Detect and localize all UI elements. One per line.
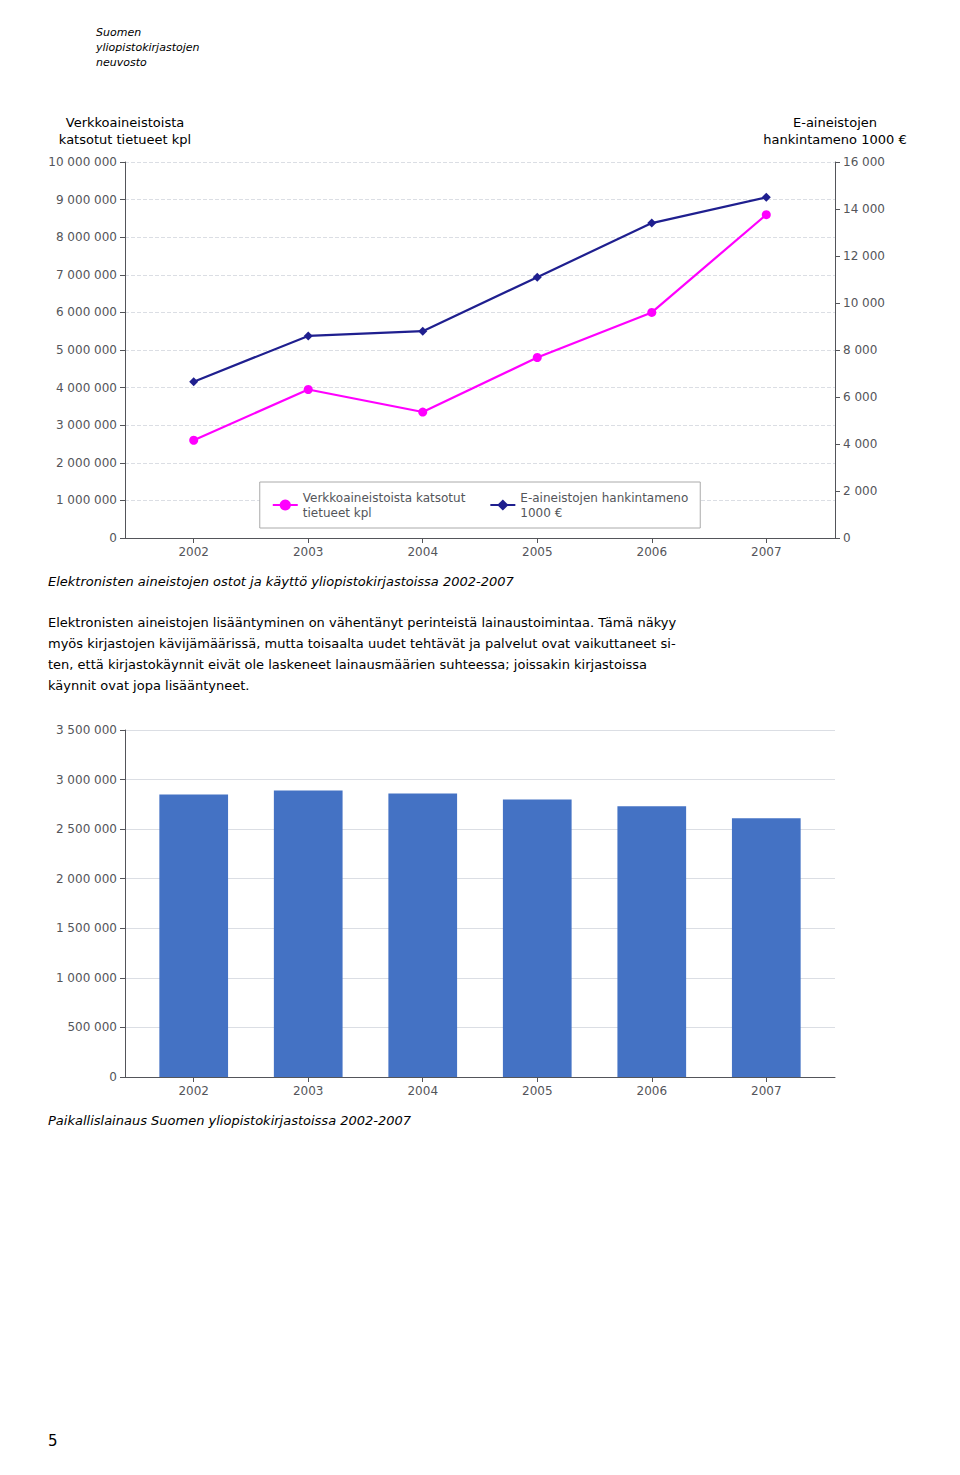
svg-text:4 000 000: 4 000 000	[56, 381, 117, 395]
svg-text:9 000 000: 9 000 000	[56, 193, 117, 207]
svg-text:Suomen: Suomen	[96, 26, 141, 39]
svg-text:7 000 000: 7 000 000	[56, 268, 117, 282]
svg-text:6 000: 6 000	[843, 390, 877, 404]
svg-text:2004: 2004	[407, 545, 438, 559]
svg-text:0: 0	[843, 531, 851, 545]
svg-text:10 000 000: 10 000 000	[48, 155, 117, 169]
svg-text:ten, että kirjastokäynnit eivä: ten, että kirjastokäynnit eivät ole lask…	[48, 657, 647, 672]
svg-text:2002: 2002	[178, 545, 209, 559]
svg-text:2005: 2005	[522, 1084, 553, 1098]
svg-text:8 000: 8 000	[843, 343, 877, 357]
svg-text:E-aineistojen: E-aineistojen	[793, 115, 877, 130]
svg-text:myös kirjastojen kävijämääriss: myös kirjastojen kävijämäärissä, mutta t…	[48, 636, 676, 651]
svg-text:8 000 000: 8 000 000	[56, 230, 117, 244]
svg-text:hankintameno 1000 €: hankintameno 1000 €	[763, 132, 906, 147]
svg-text:2006: 2006	[637, 1084, 668, 1098]
svg-text:2 000 000: 2 000 000	[56, 872, 117, 886]
svg-text:3 500 000: 3 500 000	[56, 723, 117, 737]
svg-text:2 500 000: 2 500 000	[56, 822, 117, 836]
svg-text:500 000: 500 000	[67, 1020, 117, 1034]
svg-text:6 000 000: 6 000 000	[56, 305, 117, 319]
svg-text:Paikallislainaus Suomen yliopi: Paikallislainaus Suomen yliopistokirjast…	[48, 1113, 412, 1128]
svg-text:2004: 2004	[407, 1084, 438, 1098]
svg-text:Elektronisten aineistojen osto: Elektronisten aineistojen ostot ja käytt…	[48, 574, 515, 589]
svg-text:5: 5	[48, 1432, 58, 1450]
svg-text:16 000: 16 000	[843, 155, 885, 169]
svg-text:neuvosto: neuvosto	[96, 56, 147, 69]
svg-text:4 000: 4 000	[843, 437, 877, 451]
svg-text:katsotut tietueet kpl: katsotut tietueet kpl	[59, 132, 191, 147]
svg-text:2 000: 2 000	[843, 484, 877, 498]
svg-text:2 000 000: 2 000 000	[56, 456, 117, 470]
svg-text:1 500 000: 1 500 000	[56, 921, 117, 935]
svg-text:14 000: 14 000	[843, 202, 885, 216]
svg-text:1 000 000: 1 000 000	[56, 493, 117, 507]
svg-text:2005: 2005	[522, 545, 553, 559]
svg-text:2003: 2003	[293, 1084, 324, 1098]
svg-text:2007: 2007	[751, 545, 782, 559]
svg-text:0: 0	[109, 531, 117, 545]
svg-text:2007: 2007	[751, 1084, 782, 1098]
svg-text:Elektronisten aineistojen lisä: Elektronisten aineistojen lisääntyminen …	[48, 615, 676, 630]
svg-text:2003: 2003	[293, 545, 324, 559]
svg-text:5 000 000: 5 000 000	[56, 343, 117, 357]
svg-text:2006: 2006	[637, 545, 668, 559]
svg-text:0: 0	[109, 1070, 117, 1084]
svg-text:E-aineistojen hankintameno: E-aineistojen hankintameno	[520, 491, 688, 505]
svg-text:1 000 000: 1 000 000	[56, 971, 117, 985]
svg-text:12 000: 12 000	[843, 249, 885, 263]
svg-text:3 000 000: 3 000 000	[56, 418, 117, 432]
svg-text:1000 €: 1000 €	[520, 506, 562, 520]
svg-text:2002: 2002	[178, 1084, 209, 1098]
svg-text:Verkkoaineistoista: Verkkoaineistoista	[66, 115, 184, 130]
svg-text:10 000: 10 000	[843, 296, 885, 310]
svg-text:tietueet kpl: tietueet kpl	[303, 506, 372, 520]
svg-text:yliopistokirjastojen: yliopistokirjastojen	[95, 41, 200, 54]
svg-text:3 000 000: 3 000 000	[56, 773, 117, 787]
svg-text:käynnit ovat jopa lisääntyneet: käynnit ovat jopa lisääntyneet.	[48, 678, 249, 693]
svg-text:Verkkoaineistoista katsotut: Verkkoaineistoista katsotut	[303, 491, 466, 505]
